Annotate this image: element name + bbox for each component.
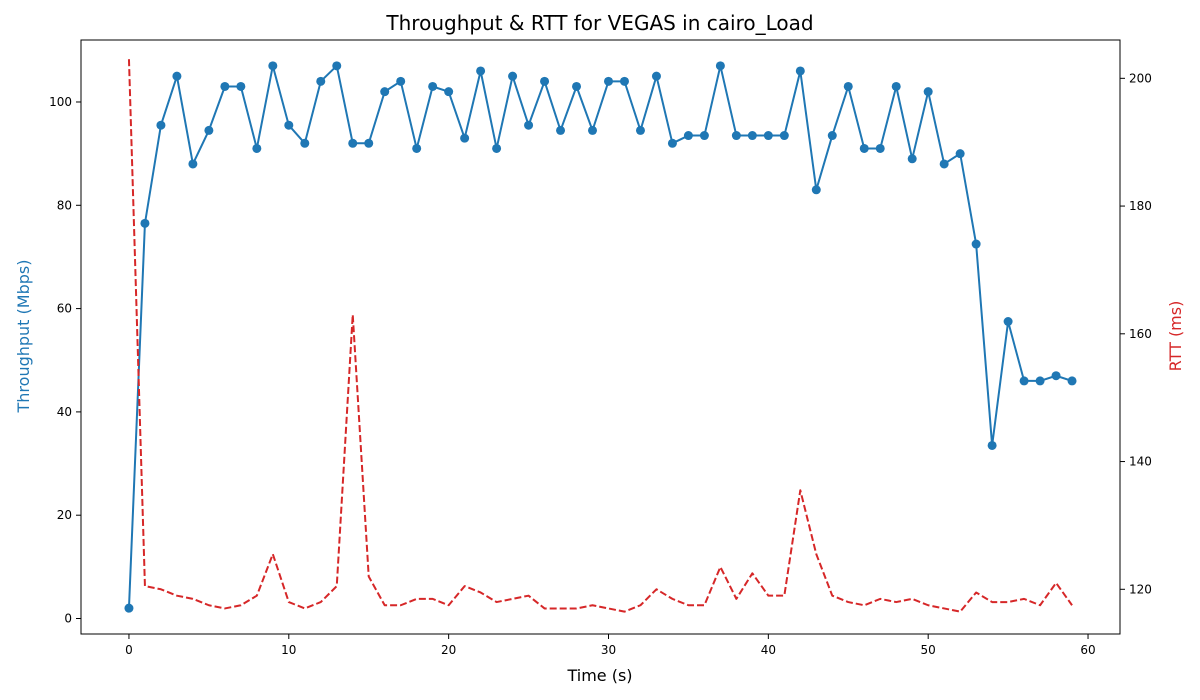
throughput-point — [236, 81, 246, 91]
plot-area: 0 10 20 30 40 50 60 0 20 40 60 80 100 120 140 160 180 200 — [49, 39, 1152, 657]
throughput-point — [476, 66, 486, 76]
throughput-point — [731, 131, 741, 141]
x-tick-label: 50 — [921, 643, 936, 657]
right-y-tick-label: 160 — [1129, 327, 1152, 341]
plot-frame — [80, 39, 1121, 635]
throughput-point — [875, 143, 885, 153]
x-tick-label: 20 — [441, 643, 456, 657]
throughput-point — [827, 131, 837, 141]
throughput-point — [508, 71, 518, 81]
throughput-point — [1067, 376, 1077, 386]
throughput-point — [332, 61, 342, 71]
throughput-point — [396, 76, 406, 86]
throughput-point — [603, 76, 613, 86]
throughput-point — [252, 143, 262, 153]
throughput-point — [763, 131, 773, 141]
throughput-point — [572, 81, 582, 91]
rtt-line — [127, 59, 1073, 613]
throughput-point — [300, 138, 310, 148]
throughput-point — [619, 76, 629, 86]
left-axis-title: Throughput (Mbps) — [14, 260, 33, 414]
throughput-point — [460, 133, 470, 143]
throughput-point — [524, 120, 534, 130]
throughput-point — [140, 218, 150, 228]
throughput-point — [1019, 376, 1029, 386]
throughput-line — [127, 64, 1073, 609]
throughput-point — [204, 125, 214, 135]
throughput-point — [172, 71, 182, 81]
throughput-point — [635, 125, 645, 135]
right-y-tick-label: 120 — [1129, 582, 1152, 596]
throughput-point — [667, 138, 677, 148]
right-axis-title: RTT (ms) — [1166, 301, 1185, 372]
throughput-point — [268, 61, 278, 71]
left-y-tick-label: 40 — [57, 405, 72, 419]
right-y-tick-label: 140 — [1129, 455, 1152, 469]
throughput-point — [412, 143, 422, 153]
left-y-tick-label: 60 — [57, 302, 72, 316]
throughput-point — [939, 159, 949, 169]
throughput-point — [811, 185, 821, 195]
throughput-point — [891, 81, 901, 91]
throughput-point — [987, 440, 997, 450]
chart-title: Throughput & RTT for VEGAS in cairo_Load — [385, 11, 813, 35]
x-tick-label: 60 — [1080, 643, 1095, 657]
throughput-point — [428, 81, 438, 91]
throughput-point — [843, 81, 853, 91]
throughput-point — [651, 71, 661, 81]
throughput-point — [1003, 317, 1013, 327]
x-tick-label: 0 — [125, 643, 133, 657]
left-y-tick-label: 80 — [57, 198, 72, 212]
throughput-point — [1035, 376, 1045, 386]
throughput-point — [683, 131, 693, 141]
throughput-point — [588, 125, 598, 135]
x-tick-label: 10 — [281, 643, 296, 657]
throughput-point — [348, 138, 358, 148]
x-tick-label: 30 — [601, 643, 616, 657]
throughput-point — [795, 66, 805, 76]
throughput-point — [156, 120, 166, 130]
left-y-tick-label: 20 — [57, 508, 72, 522]
throughput-point — [923, 87, 933, 97]
throughput-point — [316, 76, 326, 86]
throughput-point — [859, 143, 869, 153]
throughput-point — [971, 239, 981, 249]
throughput-point — [380, 87, 390, 97]
throughput-point — [699, 131, 709, 141]
right-y-tick-label: 180 — [1129, 199, 1152, 213]
throughput-point — [284, 120, 294, 130]
left-y-tick-label: 100 — [49, 95, 72, 109]
throughput-point — [1051, 371, 1061, 381]
throughput-point — [364, 138, 374, 148]
throughput-point — [540, 76, 550, 86]
throughput-point — [556, 125, 566, 135]
throughput-point — [124, 603, 134, 613]
throughput-point — [907, 154, 917, 164]
left-y-tick-label: 0 — [64, 612, 72, 626]
throughput-point — [188, 159, 198, 169]
throughput-point — [955, 149, 965, 159]
throughput-point — [779, 131, 789, 141]
x-tick-label: 40 — [761, 643, 776, 657]
throughput-point — [444, 87, 454, 97]
x-axis-title: Time (s) — [566, 666, 632, 685]
right-y-tick-label: 200 — [1129, 71, 1152, 85]
throughput-point — [220, 81, 230, 91]
throughput-point — [492, 143, 502, 153]
throughput-point — [747, 131, 757, 141]
throughput-point — [715, 61, 725, 71]
